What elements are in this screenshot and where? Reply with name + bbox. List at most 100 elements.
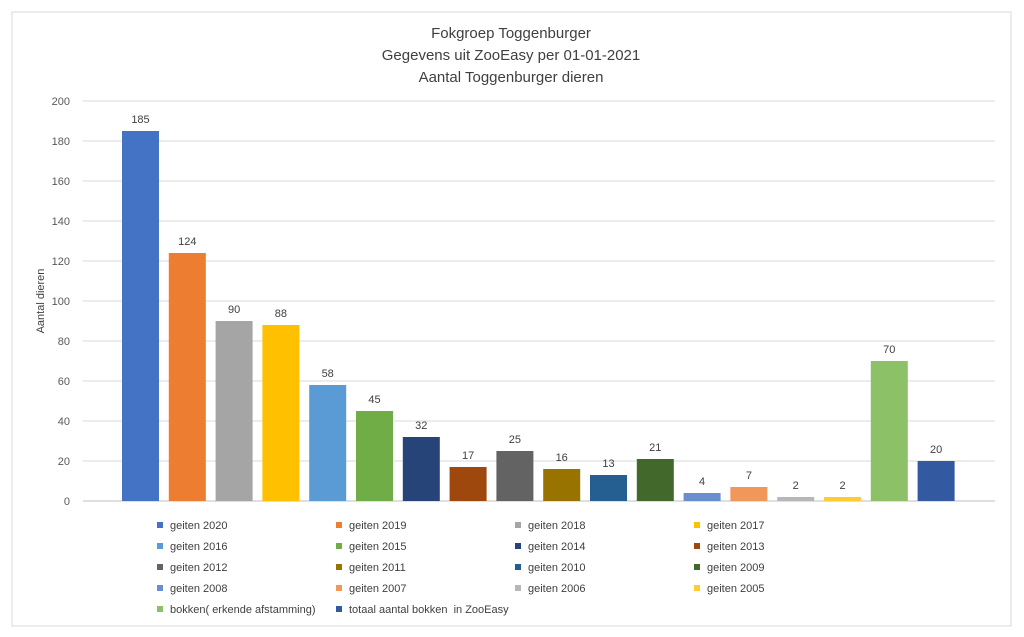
y-axis-label: Aantal dieren [35, 269, 47, 334]
y-tick-label-160: 160 [52, 176, 70, 188]
bar-geiten-2017 [262, 325, 300, 501]
data-label-geiten-2011: 16 [556, 452, 568, 464]
y-tick-label-140: 140 [52, 216, 70, 228]
legend-label: geiten 2016 [170, 541, 228, 553]
bar-geiten-2008 [683, 493, 721, 501]
legend-marker [694, 522, 700, 528]
legend-label: bokken( erkende afstamming) [170, 604, 316, 616]
legend-marker [157, 522, 163, 528]
legend-label: geiten 2007 [349, 583, 407, 595]
data-label-geiten-2016: 58 [322, 368, 334, 380]
legend-marker [336, 522, 342, 528]
y-tick-label-40: 40 [58, 416, 70, 428]
legend-marker [336, 564, 342, 570]
data-label-geiten-2014: 32 [415, 420, 427, 432]
bar-totaal-aantal-bokken-in-zooeasy [917, 461, 955, 501]
legend-label: geiten 2008 [170, 583, 228, 595]
data-label-geiten-2018: 90 [228, 304, 240, 316]
legend-item-bokken-erkende-afstamming: bokken( erkende afstamming) [157, 604, 316, 616]
legend-marker [694, 543, 700, 549]
data-labels: 185 124 90 88 58 45 32 17 25 16 13 21 4 7 2 2 70 20 [131, 114, 942, 492]
data-label-geiten-2006: 2 [793, 480, 799, 492]
legend-item-geiten-2017: geiten 2017 [694, 520, 765, 532]
legend-label: geiten 2020 [170, 520, 228, 532]
data-label-geiten-2019: 124 [178, 236, 196, 248]
legend-label: geiten 2017 [707, 520, 765, 532]
y-tick-label-20: 20 [58, 456, 70, 468]
y-tick-label-120: 120 [52, 256, 70, 268]
bar-geiten-2020 [122, 131, 159, 501]
legend-item-geiten-2015: geiten 2015 [336, 541, 407, 553]
data-label-geiten-2017: 88 [275, 308, 287, 320]
bar-geiten-2013 [449, 467, 487, 501]
legend-item-geiten-2020: geiten 2020 [157, 520, 228, 532]
data-label-geiten-2020: 185 [131, 114, 149, 126]
legend-label: geiten 2011 [349, 562, 406, 574]
data-label-geiten-2013: 17 [462, 450, 474, 462]
legend-marker [515, 585, 521, 591]
chart-title-line-1: Fokgroep Toggenburger [431, 25, 591, 42]
legend-item-geiten-2010: geiten 2010 [515, 562, 586, 574]
data-label-bokken-erkende-afstamming: 70 [883, 344, 895, 356]
data-label-geiten-2007: 7 [746, 470, 752, 482]
y-tick-label-80: 80 [58, 336, 70, 348]
legend-label: geiten 2009 [707, 562, 765, 574]
legend-item-geiten-2007: geiten 2007 [336, 583, 407, 595]
data-label-geiten-2015: 45 [368, 394, 380, 406]
bar-geiten-2018 [215, 321, 253, 501]
bar-geiten-2010 [590, 475, 627, 501]
legend-marker [157, 606, 163, 612]
legend-marker [694, 585, 700, 591]
data-label-geiten-2012: 25 [509, 434, 521, 446]
legend-label: geiten 2019 [349, 520, 407, 532]
data-label-geiten-2009: 21 [649, 442, 661, 454]
legend-marker [157, 585, 163, 591]
legend-label: geiten 2013 [707, 541, 765, 553]
legend-item-geiten-2019: geiten 2019 [336, 520, 407, 532]
legend-item-totaal-aantal-bokken-in-zooeasy: totaal aantal bokken in ZooEasy [336, 604, 509, 616]
bar-bokken-erkende-afstamming [870, 361, 908, 501]
legend-label: geiten 2006 [528, 583, 586, 595]
data-label-geiten-2008: 4 [699, 476, 705, 488]
legend-label: geiten 2005 [707, 583, 765, 595]
legend-item-geiten-2014: geiten 2014 [515, 541, 586, 553]
y-tick-label-180: 180 [52, 136, 70, 148]
bar-geiten-2014 [402, 437, 440, 501]
legend-marker [157, 564, 163, 570]
data-label-totaal-aantal-bokken-in-zooeasy: 20 [930, 444, 942, 456]
bar-geiten-2007 [730, 487, 768, 501]
legend-marker [336, 543, 342, 549]
y-tick-labels: 0 20 40 60 80 100 120 140 160 180 200 [52, 96, 70, 508]
legend-label: geiten 2010 [528, 562, 586, 574]
legend-label: geiten 2018 [528, 520, 586, 532]
legend-item-geiten-2009: geiten 2009 [694, 562, 765, 574]
legend-marker [336, 585, 342, 591]
legend-item-geiten-2006: geiten 2006 [515, 583, 586, 595]
legend-item-geiten-2011: geiten 2011 [336, 562, 406, 574]
legend-marker [515, 564, 521, 570]
legend-label: geiten 2014 [528, 541, 586, 553]
data-label-geiten-2005: 2 [839, 480, 845, 492]
bar-geiten-2006 [777, 497, 815, 501]
chart-title-line-3: Aantal Toggenburger dieren [419, 69, 604, 86]
legend-marker [157, 543, 163, 549]
bar-geiten-2005 [824, 497, 861, 501]
legend-item-geiten-2016: geiten 2016 [157, 541, 228, 553]
y-tick-label-0: 0 [64, 496, 70, 508]
bar-geiten-2019 [168, 253, 206, 501]
bar-geiten-2015 [356, 411, 393, 501]
legend-marker [336, 606, 342, 612]
legend-marker [515, 522, 521, 528]
y-tick-label-60: 60 [58, 376, 70, 388]
bars [122, 131, 955, 501]
chart-title-line-2: Gegevens uit ZooEasy per 01-01-2021 [382, 47, 641, 64]
legend-marker [515, 543, 521, 549]
legend-label: geiten 2015 [349, 541, 407, 553]
legend: geiten 2020 geiten 2019 geiten 2018 geiten … [157, 520, 765, 616]
legend-marker [694, 564, 700, 570]
bar-geiten-2016 [309, 385, 347, 501]
legend-item-geiten-2018: geiten 2018 [515, 520, 586, 532]
y-tick-label-200: 200 [52, 96, 70, 108]
y-tick-label-100: 100 [52, 296, 70, 308]
